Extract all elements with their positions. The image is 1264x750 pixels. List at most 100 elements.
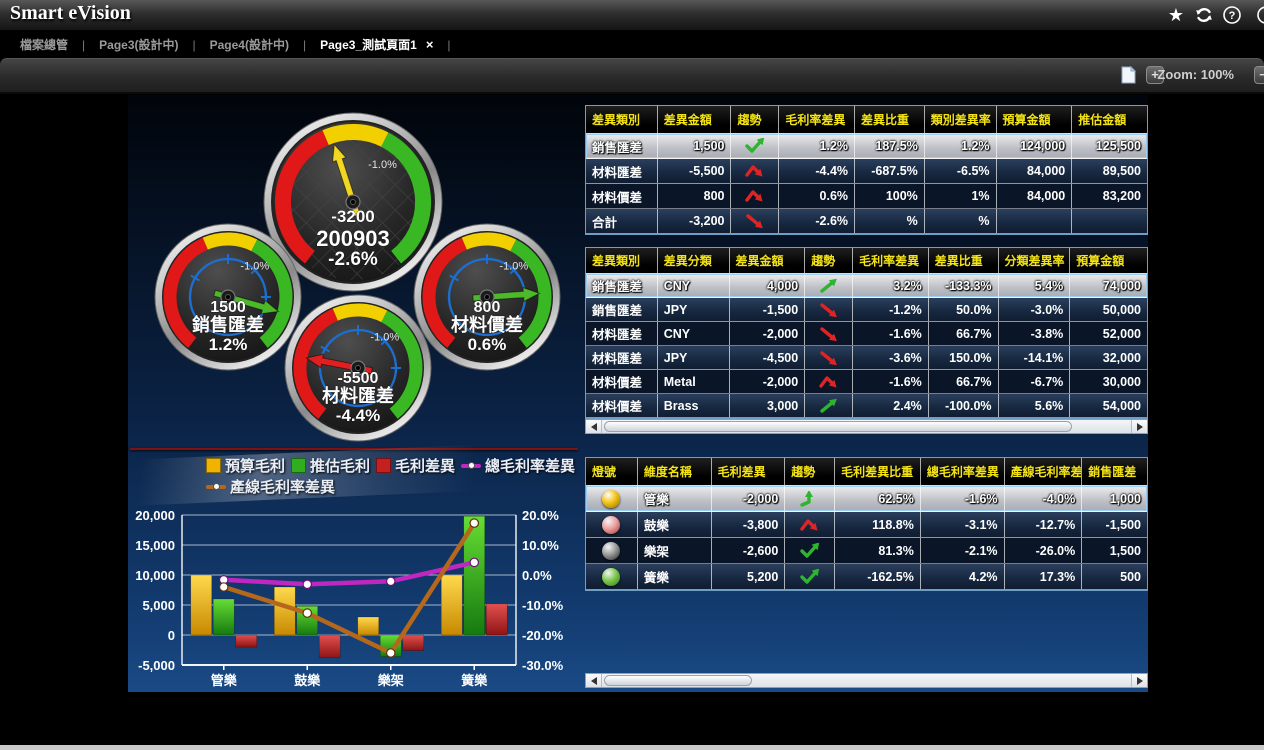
column-header[interactable]: 推估金額 [1078, 113, 1127, 127]
column-header[interactable]: 維度名稱 [638, 458, 712, 485]
scroll-right-arrow[interactable] [1131, 420, 1147, 433]
new-page-icon[interactable] [1121, 65, 1137, 89]
table-cell: 118.8% [835, 512, 921, 537]
table-row[interactable]: 樂架 -2,600 81.3% -2.1% -26.0% 1,500 [586, 538, 1147, 564]
legend-label: 推估毛利 [310, 458, 371, 475]
help-icon[interactable]: ? [1222, 5, 1242, 25]
column-header[interactable]: 產線毛利率差! [1005, 458, 1083, 485]
right-axis-tick: -20.0% [522, 628, 564, 643]
column-header[interactable]: 趨勢 [731, 106, 780, 133]
table-row[interactable]: 銷售匯差 CNY 4,000 3.2% -133.3% 5.4% 74,000 [586, 274, 1147, 298]
table-cell: 52,000 [1102, 326, 1141, 341]
table-row[interactable]: 材料匯差 JPY -4,500 -3.6% 150.0% -14.1% 32,000 [586, 346, 1147, 370]
table-cell: 4,000 [730, 274, 806, 297]
column-header[interactable]: 毛利率差異 [853, 248, 929, 273]
panel-divider-line [130, 448, 578, 450]
tab-separator: | [192, 37, 196, 52]
column-header[interactable]: 總毛利率差異 [921, 458, 1005, 485]
table2-hscrollbar[interactable] [585, 419, 1148, 434]
table-cell: 62.5% [835, 486, 921, 511]
table-row[interactable]: 材料匯差 -5,500 -4.4% -687.5% -6.5% 84,000 89,500 [586, 159, 1147, 184]
column-header[interactable]: 毛利差異 [712, 458, 786, 485]
column-header[interactable]: 分類差異率 [999, 248, 1071, 273]
table-row[interactable]: 鼓樂 -3,800 118.8% -3.1% -12.7% -1,500 [586, 512, 1147, 538]
table-cell: 50.0% [929, 298, 999, 321]
info-icon-clipped[interactable] [1256, 5, 1264, 25]
legend-row: 產線毛利率差異 [206, 476, 576, 497]
refresh-icon[interactable] [1194, 5, 1214, 25]
column-header[interactable]: 差異類別 [586, 106, 658, 133]
table-cell: 材料匯差 [586, 322, 658, 345]
table-cell: -3,800 [712, 512, 786, 537]
column-header[interactable]: 預算金額 [1076, 254, 1125, 268]
column-header[interactable]: 差異金額 [658, 106, 732, 133]
table-cell: -2,000 [730, 322, 806, 345]
zoom-out-button-clipped[interactable]: − [1254, 66, 1264, 84]
scroll-left-arrow[interactable] [586, 420, 602, 433]
table-row[interactable]: 銷售匯差 1,500 1.2% 187.5% 1.2% 124,000 125,500 [586, 134, 1147, 159]
gauge-label: 材料匯差 [322, 385, 394, 406]
table-cell: 材料匯差 [586, 346, 658, 369]
column-header[interactable]: 銷售匯差 [1088, 465, 1137, 479]
table-cell: 材料價差 [586, 394, 658, 417]
tab-4[interactable]: Page3_測試頁面1 × [320, 37, 434, 52]
table3-hscrollbar[interactable] [585, 673, 1148, 688]
column-header[interactable]: 差異比重 [929, 248, 999, 273]
legend-item: 總毛利率差異 [461, 455, 575, 476]
dashboard-canvas: -1.0% -3200 200903 -2.6% -1.0% 1500 銷售匯差 1.2% -1… [121, 95, 1148, 692]
tab-1[interactable]: 檔案總管 [20, 38, 69, 52]
table-row[interactable]: 材料價差 Brass 3,000 2.4% -100.0% 5.6% 54,000 [586, 394, 1147, 418]
table-cell: 1,000 [1109, 491, 1141, 506]
table-cell: 32,000 [1102, 350, 1141, 365]
table-cell: 2.4% [853, 394, 929, 417]
column-header[interactable]: 差異分類 [658, 248, 730, 273]
table-cell: CNY [658, 274, 730, 297]
column-header[interactable]: 差異金額 [730, 248, 806, 273]
gauge-percent: 0.6% [468, 335, 507, 354]
svg-text:?: ? [1229, 10, 1236, 22]
scroll-thumb[interactable] [604, 421, 1072, 432]
table-cell: 30,000 [1102, 374, 1141, 389]
table-row[interactable]: 管樂 -2,000 62.5% -1.6% -4.0% 1,000 [586, 486, 1147, 512]
table-row[interactable]: 材料價差 800 0.6% 100% 1% 84,000 83,200 [586, 184, 1147, 209]
column-header[interactable]: 差異比重 [855, 106, 925, 133]
table-cell: 材料匯差 [586, 159, 658, 183]
column-header[interactable]: 毛利率差異 [779, 106, 856, 133]
zoom-level-label: Zoom: 100% [1157, 67, 1234, 82]
tab-3[interactable]: Page4(設計中) [209, 38, 289, 52]
zig-red-trend-icon [745, 165, 763, 177]
zoom-in-button[interactable]: + [1146, 66, 1164, 84]
table-row[interactable]: 簧樂 5,200 -162.5% 4.2% 17.3% 500 [586, 564, 1147, 590]
scroll-right-arrow[interactable] [1131, 674, 1147, 687]
column-header[interactable]: 差異類別 [586, 248, 658, 273]
table-row[interactable]: 材料匯差 CNY -2,000 -1.6% 66.7% -3.8% 52,000 [586, 322, 1147, 346]
table-cell: CNY [658, 322, 730, 345]
gauge-and-chart-panel: -1.0% -3200 200903 -2.6% -1.0% 1500 銷售匯差 1.2% -1… [121, 95, 593, 692]
bar-毛利差異-鼓樂 [318, 634, 341, 659]
column-header[interactable]: 趨勢 [785, 458, 836, 485]
scroll-left-arrow[interactable] [586, 674, 602, 687]
table-row[interactable]: 合計 -3,200 -2.6%%% [586, 209, 1147, 234]
table-cell [805, 346, 854, 369]
tab-2[interactable]: Page3(設計中) [99, 38, 179, 52]
table-row[interactable]: 銷售匯差 JPY -1,500 -1.2% 50.0% -3.0% 50,000 [586, 298, 1147, 322]
column-header[interactable]: 類別差異率 [925, 106, 997, 133]
up-green-trend-icon [819, 278, 837, 293]
tables-panel: 差異類別 差異金額 趨勢 毛利率差異 差異比重 類別差異率 預算金額 推估金額 銷售匯差 1,50… [585, 95, 1148, 692]
tab-close-icon[interactable]: × [425, 37, 434, 52]
column-header[interactable]: 預算金額 [997, 106, 1073, 133]
favorite-star-icon[interactable]: ★ [1167, 5, 1185, 25]
bar-推估毛利-簧樂 [463, 515, 486, 636]
column-header[interactable]: 毛利差異比重 [835, 458, 921, 485]
category-label: 簧樂 [461, 673, 488, 688]
left-axis-tick: 15,000 [135, 538, 175, 553]
bottom-scroll-strip[interactable] [0, 745, 1264, 750]
column-header[interactable]: 趨勢 [805, 248, 854, 273]
scroll-thumb[interactable] [604, 675, 752, 686]
table-cell [805, 322, 854, 345]
table-row[interactable]: 材料價差 Metal -2,000 -1.6% 66.7% -6.7% 30,000 [586, 370, 1147, 394]
table-cell: -100.0% [929, 394, 999, 417]
column-header[interactable]: 燈號 [586, 458, 638, 485]
table-cell: 1,500 [1109, 543, 1141, 558]
